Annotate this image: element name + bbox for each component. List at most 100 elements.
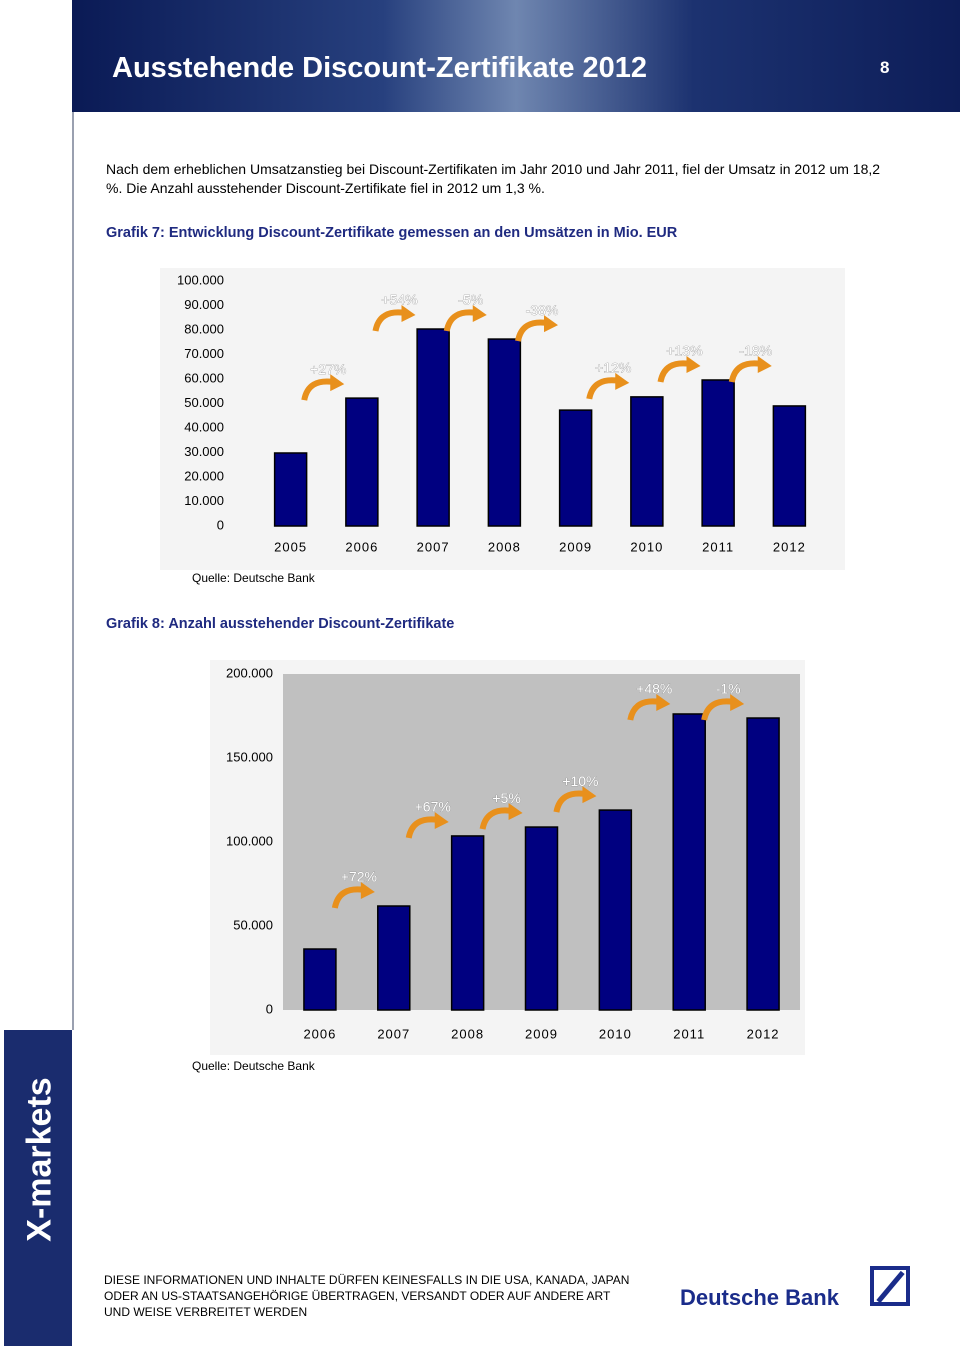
arrow-head xyxy=(582,786,597,804)
logo-mark xyxy=(870,1266,910,1306)
growth-label: +27% xyxy=(310,361,346,377)
arrow-head xyxy=(757,355,772,373)
growth-arrow xyxy=(479,807,514,830)
arrow-head xyxy=(330,374,345,392)
growth-arrow xyxy=(701,698,735,721)
arrow-head xyxy=(615,372,630,390)
arrow-head xyxy=(686,355,701,373)
growth-label: +5% xyxy=(492,790,520,806)
x-tick-label: 2007 xyxy=(417,539,450,554)
chart-title: Grafik 8: Anzahl ausstehender Discount-Z… xyxy=(106,616,455,632)
y-tick-label: 50.000 xyxy=(233,917,273,932)
x-tick-label: 2009 xyxy=(559,539,592,554)
growth-arrow xyxy=(627,698,661,721)
disclaimer: DIESE INFORMATIONEN UND INHALTE DÜRFEN K… xyxy=(104,1273,630,1319)
bar xyxy=(303,948,337,1011)
arrow-head xyxy=(472,305,487,323)
bar xyxy=(772,405,807,527)
growth-arrow xyxy=(586,377,620,400)
bar xyxy=(450,835,485,1011)
growth-label: +72% xyxy=(341,869,377,885)
page-title: Ausstehende Discount-Zertifikate 2012 xyxy=(112,52,648,84)
growth-arrow xyxy=(405,816,440,839)
x-tick-label: 2005 xyxy=(274,539,307,554)
chart-title: Grafik 7: Entwicklung Discount-Zertifika… xyxy=(106,225,678,241)
bar xyxy=(273,452,308,527)
intro-text: Nach dem erheblichen Umsatzanstieg bei D… xyxy=(106,161,881,196)
x-tick-label: 2006 xyxy=(303,1026,336,1041)
growth-arrow xyxy=(728,360,763,383)
x-tick-label: 2008 xyxy=(451,1026,484,1041)
growth-label: +12% xyxy=(595,360,631,376)
bar xyxy=(701,379,735,527)
y-tick-label: 40.000 xyxy=(184,419,224,434)
y-tick-label: 100.000 xyxy=(226,833,273,848)
arrow-head xyxy=(656,694,671,711)
x-tick-label: 2012 xyxy=(747,1026,780,1041)
arrow-head xyxy=(730,694,745,711)
bar xyxy=(524,826,559,1011)
bar xyxy=(345,397,379,527)
bar xyxy=(377,905,411,1011)
y-tick-label: 0 xyxy=(266,1001,273,1016)
logo-text: Deutsche Bank xyxy=(680,1285,839,1310)
growth-arrow xyxy=(443,309,478,332)
y-tick-label: 90.000 xyxy=(184,297,224,312)
sidebar-strip xyxy=(0,0,74,1030)
growth-arrow xyxy=(331,886,366,909)
y-tick-label: 80.000 xyxy=(184,321,224,336)
growth-arrow xyxy=(372,309,406,332)
growth-label: +13% xyxy=(666,343,702,359)
bar xyxy=(746,717,780,1011)
y-tick-label: 60.000 xyxy=(184,370,224,385)
growth-label: -5% xyxy=(458,292,483,308)
x-tick-label: 2010 xyxy=(599,1026,632,1041)
y-tick-label: 20.000 xyxy=(184,468,224,483)
y-tick-label: 70.000 xyxy=(184,346,224,361)
header-band xyxy=(72,0,960,112)
y-tick-label: 100.000 xyxy=(177,272,224,287)
growth-arrow xyxy=(657,360,691,383)
bar xyxy=(487,338,522,527)
bar xyxy=(558,409,593,527)
x-tick-label: 2009 xyxy=(525,1026,558,1041)
x-tick-label: 2007 xyxy=(377,1026,410,1041)
arrow-head xyxy=(434,811,449,829)
growth-label: +10% xyxy=(562,773,598,789)
y-tick-label: 200.000 xyxy=(226,665,273,680)
x-tick-label: 2012 xyxy=(773,539,806,554)
y-tick-label: 50.000 xyxy=(184,395,224,410)
growth-arrow xyxy=(515,319,549,342)
x-tick-label: 2011 xyxy=(702,539,734,554)
bar xyxy=(630,396,664,527)
growth-label: +67% xyxy=(415,799,451,815)
growth-label: -18% xyxy=(739,343,772,359)
arrow-head xyxy=(508,803,523,821)
x-tick-label: 2010 xyxy=(630,539,663,554)
x-tick-label: 2006 xyxy=(345,539,378,554)
x-tick-label: 2008 xyxy=(488,539,521,554)
sidebar-block xyxy=(4,1030,72,1346)
growth-label: -38% xyxy=(526,302,559,318)
source: Quelle: Deutsche Bank xyxy=(192,1059,315,1073)
x-tick-label: 2011 xyxy=(673,1026,705,1041)
y-tick-label: 150.000 xyxy=(226,749,273,764)
bar xyxy=(598,809,633,1011)
growth-label: -1% xyxy=(716,681,741,697)
growth-arrow xyxy=(301,378,335,401)
growth-arrow xyxy=(553,790,587,813)
arrow-head xyxy=(360,882,375,900)
source: Quelle: Deutsche Bank xyxy=(192,571,315,585)
growth-label: +54% xyxy=(381,292,417,308)
arrow-head xyxy=(401,305,416,323)
growth-label: +48% xyxy=(636,681,672,697)
y-tick-label: 0 xyxy=(217,517,224,532)
bar xyxy=(672,713,706,1011)
page-number: 8 xyxy=(880,58,890,77)
arrow-head xyxy=(544,315,558,333)
y-tick-label: 30.000 xyxy=(184,444,224,459)
y-tick-label: 10.000 xyxy=(184,493,224,508)
bar xyxy=(416,328,450,527)
